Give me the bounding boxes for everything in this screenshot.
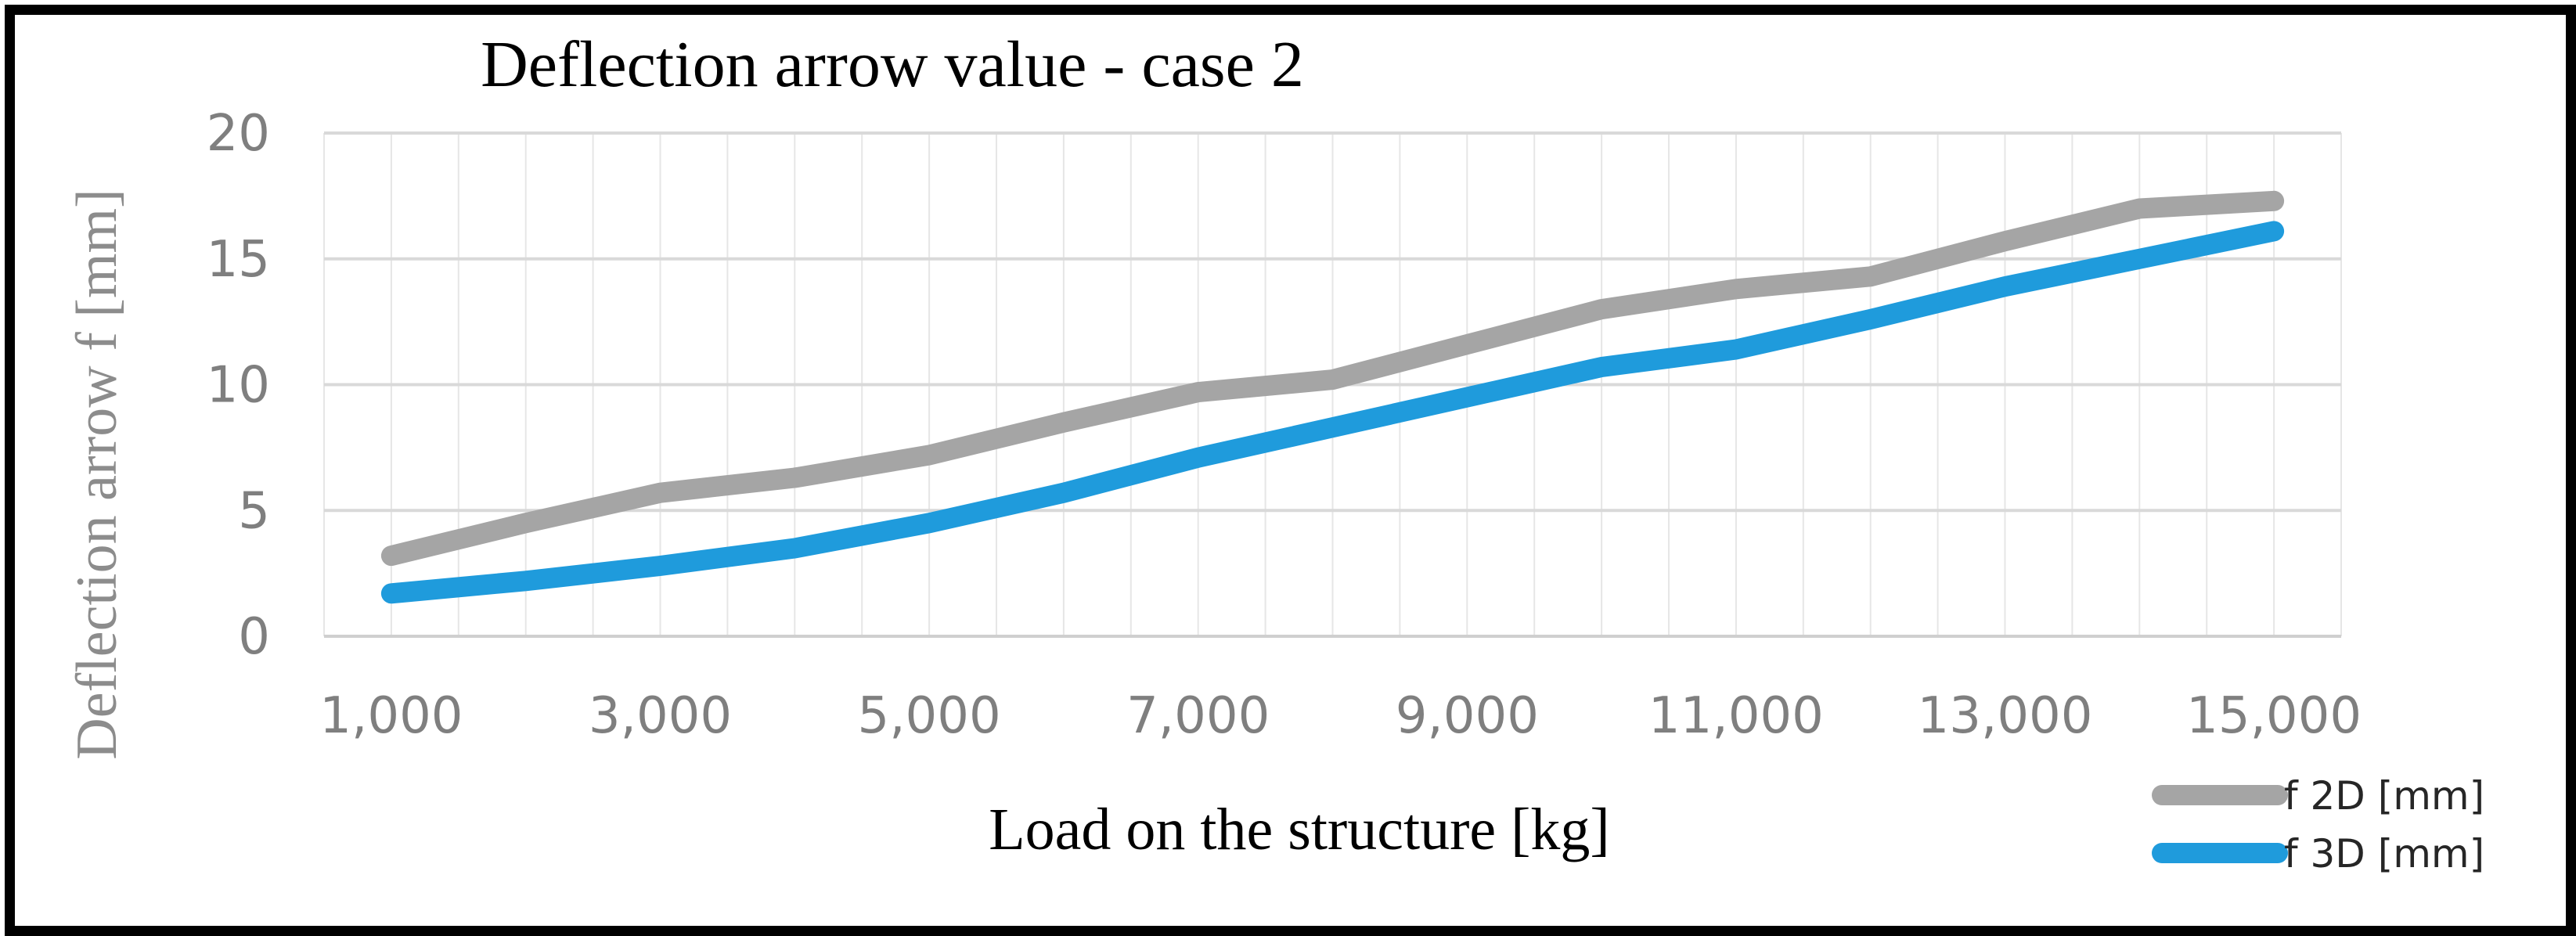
x-tick-label: 9,000	[1396, 687, 1539, 745]
chart-frame	[5, 5, 2576, 936]
chart-title: Deflection arrow value - case 2	[481, 28, 1304, 101]
y-tick-label: 20	[207, 105, 270, 163]
x-tick-label: 3,000	[589, 687, 732, 745]
y-tick-label: 5	[238, 482, 270, 540]
series-line-f-3d	[380, 221, 2285, 604]
x-tick-label: 11,000	[1648, 687, 1824, 745]
series-group	[380, 190, 2285, 604]
x-tick-label: 15,000	[2186, 687, 2362, 745]
y-axis-label: Deflection arrow f [mm]	[65, 189, 129, 759]
series-line-f-2d	[380, 190, 2285, 567]
legend: f 2D [mm] f 3D [mm]	[2152, 773, 2484, 877]
x-axis-label: Load on the structure [kg]	[989, 797, 1610, 862]
y-tick-label: 15	[207, 231, 270, 289]
x-axis-ticks: 1,000 3,000 5,000 7,000 9,000 11,000 13,000 15,…	[319, 687, 2362, 745]
grid	[323, 131, 2342, 638]
y-tick-label: 10	[207, 357, 270, 415]
y-tick-label: 0	[238, 608, 270, 666]
x-tick-label: 13,000	[1918, 687, 2093, 745]
x-tick-label: 7,000	[1126, 687, 1270, 745]
x-tick-label: 5,000	[857, 687, 1000, 745]
legend-label-f-2d: f 2D [mm]	[2284, 773, 2484, 819]
legend-label-f-3d: f 3D [mm]	[2284, 831, 2484, 877]
y-axis-ticks: 0 5 10 15 20	[207, 105, 270, 666]
x-tick-label: 1,000	[319, 687, 463, 745]
